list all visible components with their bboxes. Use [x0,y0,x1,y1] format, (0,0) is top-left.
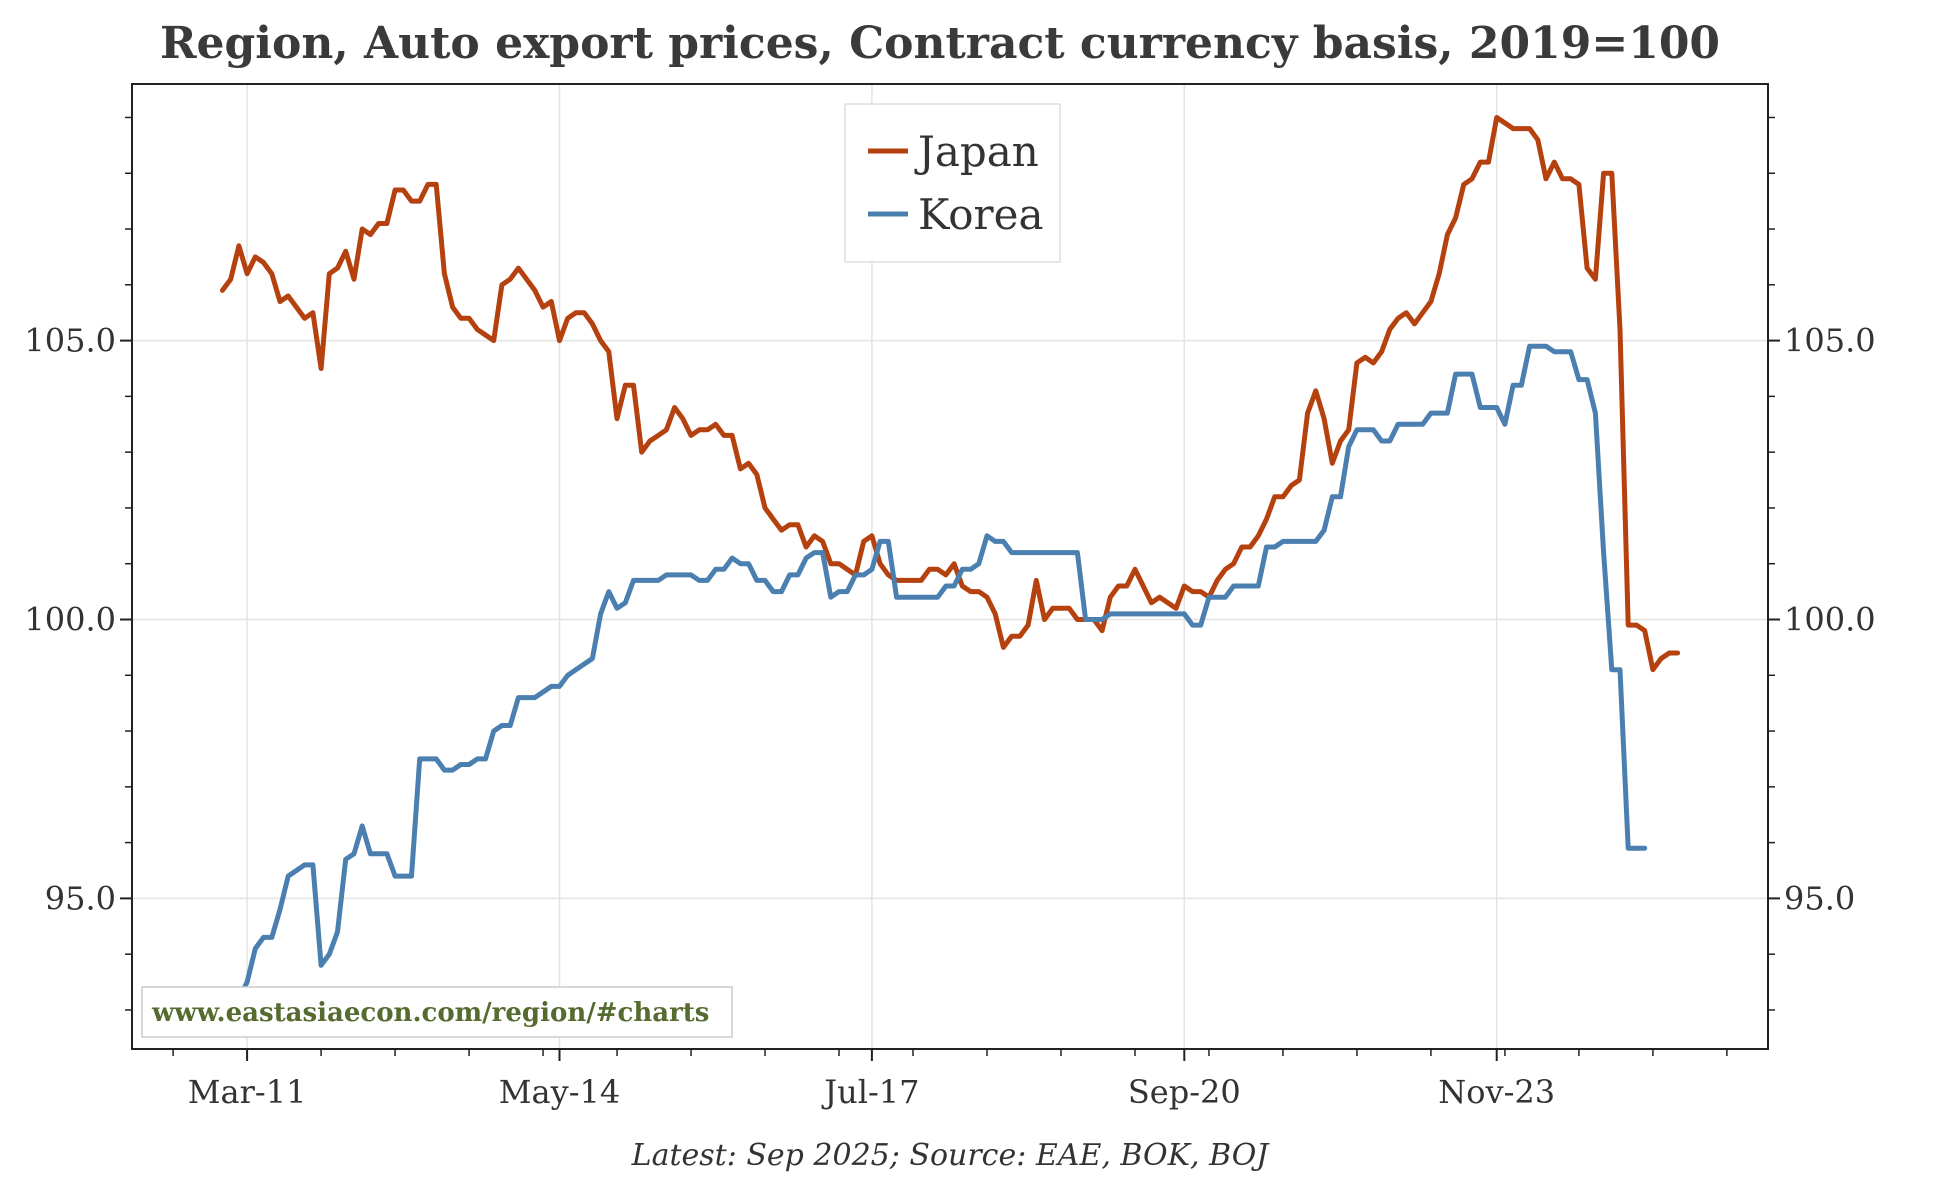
y-tick-label-right: 95.0 [1784,879,1855,917]
legend-label-japan: Japan [914,127,1039,176]
y-tick-label-left: 95.0 [45,879,116,917]
y-tick-label-right: 100.0 [1784,600,1876,638]
series-line-korea [219,343,1648,1013]
watermark-text: www.eastasiaecon.com/region/#charts [151,998,709,1028]
x-tick-label: Jul-17 [821,1073,919,1111]
legend: Japan Korea [844,103,1061,263]
axis-ticks: Mar-11 May-14 Jul-17 Sep-20 Nov-23 95.0 95.0 10… [24,116,1876,1111]
y-tick-label-right: 105.0 [1784,322,1876,360]
x-tick-label: Nov-23 [1438,1073,1555,1111]
source-note: Latest: Sep 2025; Source: EAE, BOK, BOJ [631,1138,1271,1173]
y-tick-label-left: 100.0 [24,600,116,638]
watermark-box [141,986,733,1038]
watermark: www.eastasiaecon.com/region/#charts [141,986,733,1038]
x-tick-label: Mar-11 [188,1073,307,1111]
series-lines [219,115,1681,1013]
legend-box [844,103,1061,263]
legend-label-korea: Korea [918,190,1044,239]
x-tick-label: May-14 [499,1073,620,1111]
x-tick-label: Sep-20 [1128,1073,1241,1111]
series-line-japan [219,115,1681,673]
y-tick-label-left: 105.0 [24,322,116,360]
chart-title: Region, Auto export prices, Contract cur… [160,18,1720,69]
plot-frame [131,83,1769,1050]
